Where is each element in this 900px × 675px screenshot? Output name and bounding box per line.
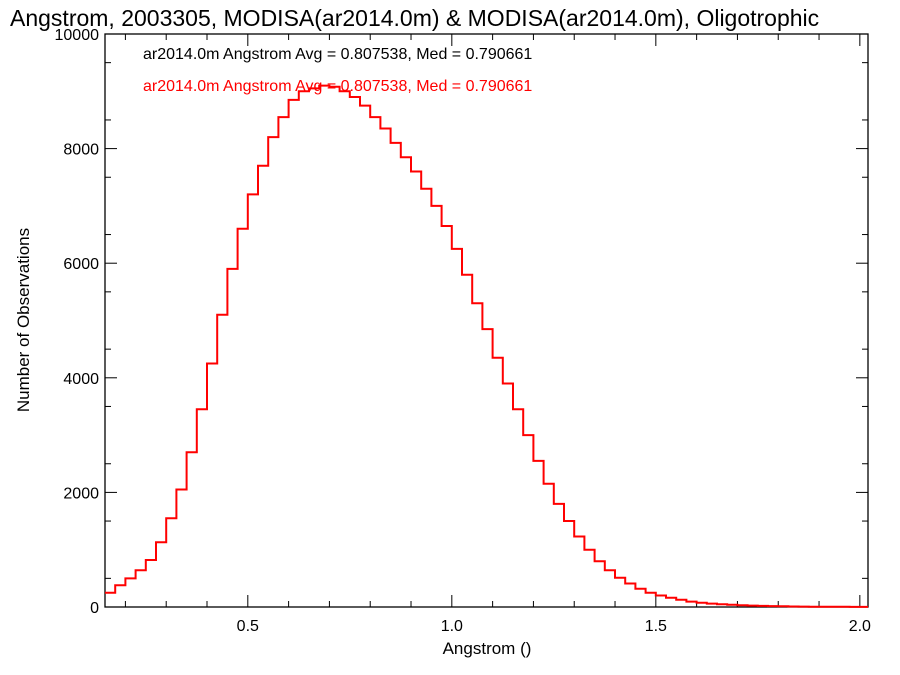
axis-ticks — [105, 33, 868, 608]
chart-title: Angstrom, 2003305, MODISA(ar2014.0m) & M… — [10, 5, 819, 31]
histogram-series — [105, 84, 868, 608]
y-tick-label: 8000 — [63, 142, 99, 159]
y-tick-label: 10000 — [55, 27, 100, 44]
legend-entry: ar2014.0m Angstrom Avg = 0.807538, Med =… — [143, 46, 532, 63]
y-axis-label: Number of Observations — [14, 228, 33, 412]
x-tick-label: 0.5 — [237, 618, 259, 635]
x-tick-label: 2.0 — [849, 618, 871, 635]
y-tick-label: 6000 — [63, 256, 99, 273]
plot-area — [104, 33, 869, 608]
x-axis-label: Angstrom () — [443, 639, 532, 658]
y-tick-label: 4000 — [63, 371, 99, 388]
x-tick-label: 1.5 — [645, 618, 667, 635]
y-tick-label: 2000 — [63, 485, 99, 502]
y-tick-label: 0 — [90, 600, 99, 617]
x-tick-label: 1.0 — [441, 618, 463, 635]
legend-entry: ar2014.0m Angstrom Avg = 0.807538, Med =… — [143, 78, 532, 95]
tick-labels: 0.5 1.0 1.5 2.0 0 2000 4000 6000 8000 10000 — [55, 27, 872, 635]
